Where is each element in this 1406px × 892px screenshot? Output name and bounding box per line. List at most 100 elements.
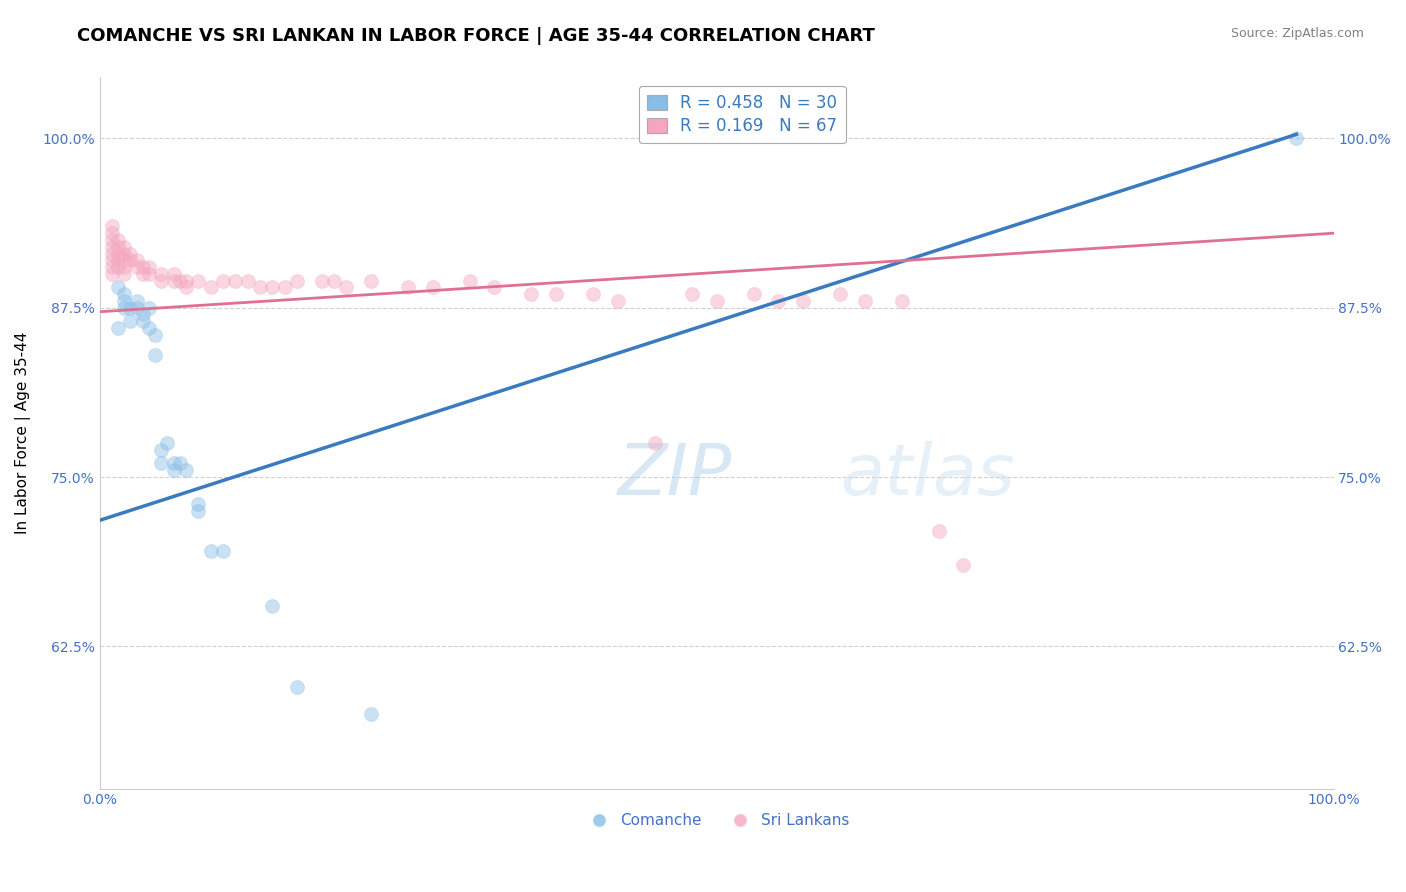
Point <box>323 274 346 288</box>
Point <box>1285 131 1308 145</box>
Point <box>311 274 333 288</box>
Point <box>249 280 271 294</box>
Point <box>952 558 974 572</box>
Point <box>396 280 419 294</box>
Point <box>138 321 160 335</box>
Point <box>335 280 357 294</box>
Point <box>546 287 568 301</box>
Point <box>200 280 222 294</box>
Point <box>132 267 155 281</box>
Point <box>706 293 728 308</box>
Point <box>101 233 124 247</box>
Point <box>212 274 235 288</box>
Point <box>101 267 124 281</box>
Point <box>150 274 173 288</box>
Point <box>174 274 197 288</box>
Point <box>162 463 184 477</box>
Point <box>150 457 173 471</box>
Point <box>742 287 765 301</box>
Point <box>853 293 876 308</box>
Point <box>156 436 179 450</box>
Point <box>107 321 129 335</box>
Point <box>520 287 543 301</box>
Point <box>112 246 135 260</box>
Point <box>187 274 209 288</box>
Point <box>112 253 135 268</box>
Point <box>187 504 209 518</box>
Point <box>107 233 129 247</box>
Point <box>169 274 191 288</box>
Point <box>890 293 912 308</box>
Point <box>125 301 148 315</box>
Point <box>285 680 308 694</box>
Point <box>101 260 124 274</box>
Point <box>360 706 382 721</box>
Point <box>107 253 129 268</box>
Point <box>150 442 173 457</box>
Text: Source: ZipAtlas.com: Source: ZipAtlas.com <box>1230 27 1364 40</box>
Point <box>169 457 191 471</box>
Point <box>132 308 155 322</box>
Legend: Comanche, Sri Lankans: Comanche, Sri Lankans <box>578 807 856 834</box>
Point <box>187 497 209 511</box>
Point <box>101 219 124 234</box>
Point <box>125 293 148 308</box>
Point <box>162 457 184 471</box>
Point <box>112 287 135 301</box>
Point <box>101 253 124 268</box>
Point <box>101 246 124 260</box>
Point <box>143 348 166 362</box>
Point <box>138 260 160 274</box>
Point <box>273 280 295 294</box>
Point <box>112 293 135 308</box>
Point <box>112 267 135 281</box>
Point <box>828 287 851 301</box>
Point <box>458 274 481 288</box>
Point <box>112 301 135 315</box>
Point <box>162 274 184 288</box>
Text: COMANCHE VS SRI LANKAN IN LABOR FORCE | AGE 35-44 CORRELATION CHART: COMANCHE VS SRI LANKAN IN LABOR FORCE | … <box>77 27 875 45</box>
Point <box>928 524 950 538</box>
Point <box>150 267 173 281</box>
Point <box>262 599 284 613</box>
Point <box>120 301 142 315</box>
Point <box>120 246 142 260</box>
Point <box>132 260 155 274</box>
Point <box>262 280 284 294</box>
Text: ZIP: ZIP <box>617 442 733 510</box>
Point <box>212 544 235 558</box>
Point <box>236 274 259 288</box>
Point <box>107 246 129 260</box>
Point <box>107 280 129 294</box>
Point <box>174 280 197 294</box>
Point <box>125 253 148 268</box>
Point <box>107 260 129 274</box>
Point <box>120 314 142 328</box>
Point <box>224 274 246 288</box>
Point <box>484 280 506 294</box>
Point <box>112 260 135 274</box>
Point <box>120 253 142 268</box>
Point <box>606 293 628 308</box>
Point <box>101 240 124 254</box>
Text: atlas: atlas <box>839 442 1015 510</box>
Point <box>644 436 666 450</box>
Point <box>112 240 135 254</box>
Point <box>792 293 814 308</box>
Point <box>162 267 184 281</box>
Point <box>422 280 444 294</box>
Point <box>138 267 160 281</box>
Point <box>174 463 197 477</box>
Point <box>360 274 382 288</box>
Point <box>138 301 160 315</box>
Point <box>285 274 308 288</box>
Point <box>143 327 166 342</box>
Point <box>107 240 129 254</box>
Y-axis label: In Labor Force | Age 35-44: In Labor Force | Age 35-44 <box>15 332 31 534</box>
Point <box>101 226 124 240</box>
Point <box>200 544 222 558</box>
Point <box>132 314 155 328</box>
Point <box>582 287 605 301</box>
Point <box>768 293 790 308</box>
Point <box>681 287 703 301</box>
